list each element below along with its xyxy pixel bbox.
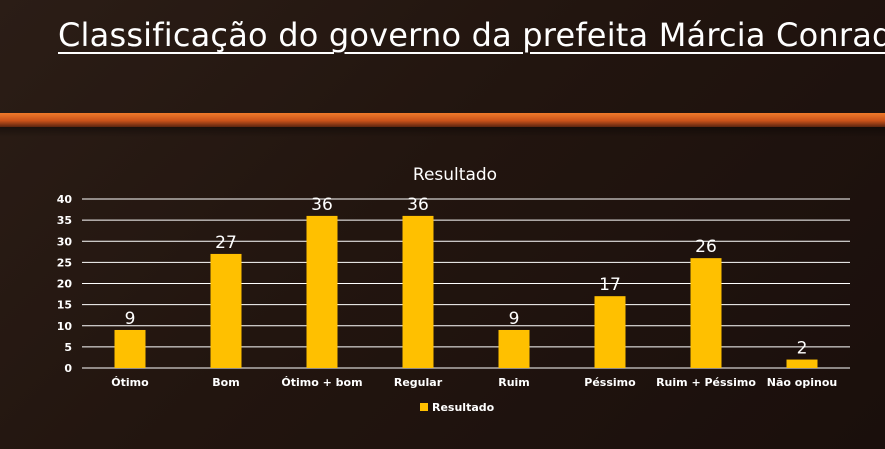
x-tick-label: Péssimo <box>584 376 636 389</box>
data-label: 2 <box>797 339 808 359</box>
x-tick-label: Ótimo <box>111 376 149 389</box>
bar <box>594 296 626 368</box>
data-label: 36 <box>407 195 429 215</box>
y-tick-label: 5 <box>64 341 72 354</box>
y-tick-label: 35 <box>57 214 72 227</box>
chart-legend: Resultado <box>420 401 495 414</box>
bar <box>306 215 338 368</box>
y-tick-label: 25 <box>57 256 72 269</box>
chart-data-labels: 9 27 36 36 9 17 26 2 <box>125 195 808 359</box>
x-tick-label: Bom <box>212 376 239 389</box>
data-label: 27 <box>215 233 237 253</box>
accent-band-shadow <box>0 127 885 137</box>
y-tick-label: 30 <box>57 235 73 248</box>
bar <box>498 329 530 368</box>
bar <box>210 253 242 368</box>
x-axis-labels: Ótimo Bom Ótimo + bom Regular Ruim Péssimo Rui… <box>111 376 837 389</box>
y-tick-label: 0 <box>64 362 72 375</box>
data-label: 9 <box>125 309 136 329</box>
x-tick-label: Regular <box>394 376 443 389</box>
legend-swatch <box>420 403 428 411</box>
chart-title: Resultado <box>413 165 497 185</box>
data-label: 17 <box>599 275 621 295</box>
y-axis-ticks: 0 5 10 15 20 25 30 35 40 <box>57 193 73 375</box>
x-tick-label: Ruim <box>498 376 530 389</box>
accent-band <box>0 113 885 127</box>
slide-title: Classificação do governo da prefeita Már… <box>58 16 885 54</box>
data-label: 36 <box>311 195 333 215</box>
data-label: 9 <box>509 309 520 329</box>
bar <box>786 359 818 368</box>
y-tick-label: 20 <box>57 278 73 291</box>
data-label: 26 <box>695 237 717 257</box>
y-tick-label: 40 <box>57 193 73 206</box>
bar <box>690 258 722 368</box>
x-tick-label: Ótimo + bom <box>281 376 362 389</box>
chart-bars <box>114 215 818 368</box>
chart-gridlines <box>82 198 850 369</box>
x-tick-label: Ruim + Péssimo <box>656 376 756 389</box>
y-tick-label: 10 <box>57 320 73 333</box>
bar <box>114 329 146 368</box>
bar <box>402 215 434 368</box>
legend-label: Resultado <box>432 401 495 414</box>
x-tick-label: Não opinou <box>767 376 837 389</box>
y-tick-label: 15 <box>57 299 72 312</box>
